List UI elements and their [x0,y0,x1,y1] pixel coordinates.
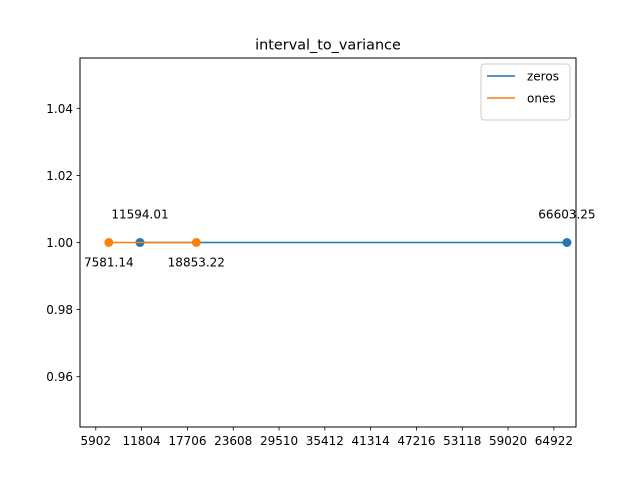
x-tick-label: 23608 [214,434,252,448]
x-tick-label: 41314 [352,434,390,448]
x-tick-label: 64922 [535,434,573,448]
x-tick-label: 11804 [123,434,161,448]
x-tick-label: 53118 [443,434,481,448]
y-tick-label: 1.02 [46,169,73,183]
chart-title: interval_to_variance [255,38,401,54]
x-tick-label: 17706 [168,434,206,448]
x-axis: 5902 11804 17706 23608 29510 35412 41314 47216 5… [81,427,573,448]
plot-frame [79,57,577,428]
data-label-ones: 7581.14 [84,256,134,270]
data-layer: 11594.01 66603.25 7581.14 18853.22 [84,208,596,270]
x-tick-label: 47216 [397,434,435,448]
x-tick-label: 35412 [306,434,344,448]
data-label-zeros: 66603.25 [538,208,595,222]
x-tick-label: 5902 [81,434,112,448]
legend-label-ones: ones [527,92,556,106]
data-label-zeros: 11594.01 [111,208,168,222]
data-point-ones [191,238,201,247]
legend-label-zeros: zeros [527,70,559,84]
y-tick-label: 1.00 [46,236,73,250]
x-tick-label: 29510 [260,434,298,448]
y-tick-label: 0.96 [46,370,73,384]
data-point-ones [104,238,114,247]
y-tick-label: 0.98 [46,303,73,317]
y-axis: 0.96 0.98 1.00 1.02 1.04 [46,102,80,384]
legend-box [480,63,571,121]
x-tick-label: 59020 [489,434,527,448]
y-tick-label: 1.04 [46,102,73,116]
legend: zeros ones [480,63,571,121]
data-point-zeros [562,238,572,247]
data-label-ones: 18853.22 [168,256,225,270]
